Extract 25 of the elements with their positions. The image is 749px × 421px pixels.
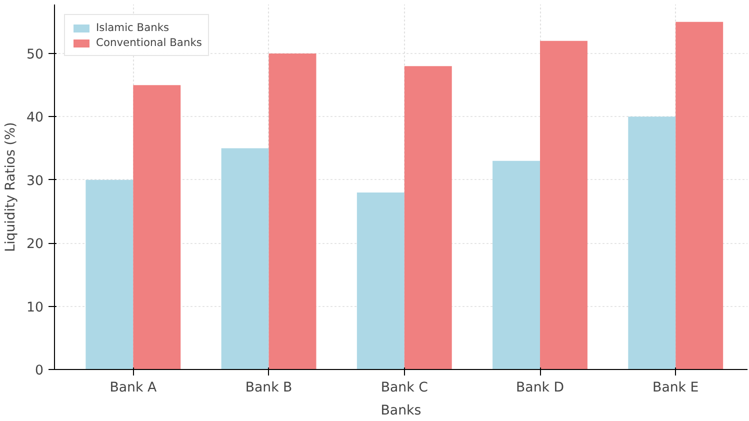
x-axis-title: Banks: [380, 404, 422, 418]
bar: [268, 53, 316, 370]
y-tick-label: 50: [26, 47, 44, 62]
x-tick-label: Bank D: [516, 380, 564, 396]
y-tick-label: 20: [26, 237, 44, 252]
bar: [540, 40, 588, 370]
bar: [86, 180, 134, 370]
bar: [404, 66, 452, 370]
y-tick-label: 40: [26, 110, 44, 126]
bar: [356, 192, 404, 370]
y-tick-label: 10: [26, 300, 44, 316]
y-axis-title: Liquidity Ratios (%): [4, 122, 19, 252]
y-tick-label: 0: [35, 364, 44, 378]
bar: [133, 85, 181, 370]
legend-label: Islamic Banks: [96, 21, 170, 34]
bar: [628, 116, 676, 370]
bar: [221, 148, 269, 370]
x-tick-label: Bank B: [245, 380, 292, 396]
bar: [492, 160, 540, 370]
x-tick-label: Bank A: [110, 380, 157, 396]
x-tick-label: Bank E: [652, 380, 699, 396]
x-tick-label: Bank C: [380, 380, 428, 396]
y-tick-label: 30: [26, 174, 44, 189]
bar: [676, 22, 724, 370]
legend-label: Conventional Banks: [96, 36, 202, 49]
